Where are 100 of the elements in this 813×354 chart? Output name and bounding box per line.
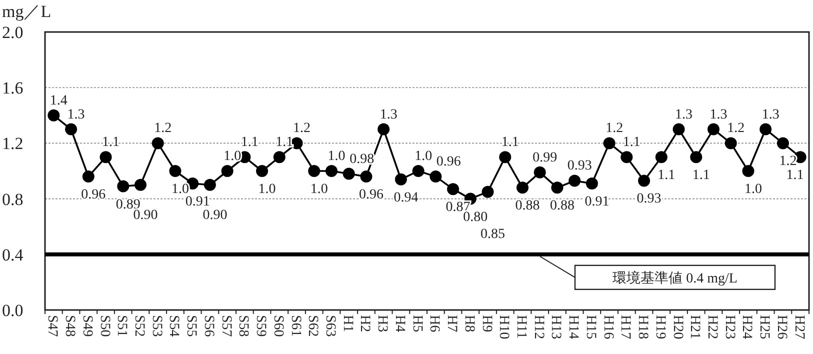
point bbox=[273, 151, 286, 164]
data-label: 1.1 bbox=[786, 168, 804, 184]
data-label: 1.1 bbox=[658, 168, 676, 184]
data-label: 1.3 bbox=[762, 107, 780, 122]
x-tick-label: H12 bbox=[530, 315, 546, 340]
point bbox=[760, 123, 772, 136]
x-tick-label: H17 bbox=[618, 315, 633, 340]
point bbox=[551, 182, 564, 194]
data-label: 0.96 bbox=[81, 188, 106, 203]
x-tick-label: S61 bbox=[288, 315, 303, 337]
x-tick-label: H20 bbox=[670, 315, 685, 340]
y-tick-label: 1.2 bbox=[2, 134, 24, 154]
x-tick-label: H7 bbox=[444, 315, 460, 332]
data-label: 1.3 bbox=[67, 107, 85, 122]
x-tick-label: H8 bbox=[461, 315, 476, 332]
data-label: 1.0 bbox=[328, 149, 346, 164]
x-tick-label: S60 bbox=[270, 315, 286, 337]
x-tick-label: H18 bbox=[635, 315, 650, 340]
point bbox=[708, 123, 720, 136]
ref-line-label: 環境基準値 0.4 mg/L bbox=[612, 270, 738, 286]
x-tick-label: S54 bbox=[166, 315, 182, 337]
point bbox=[308, 165, 320, 177]
data-label: 1.2 bbox=[293, 121, 311, 136]
point bbox=[100, 151, 112, 164]
point bbox=[65, 123, 78, 136]
x-tick-label: H3 bbox=[374, 315, 390, 332]
x-tick-label: S48 bbox=[62, 315, 78, 337]
x-tick-label: S57 bbox=[218, 315, 234, 337]
data-label: 1.3 bbox=[675, 107, 693, 122]
x-tick-label: H23 bbox=[722, 315, 737, 340]
data-label: 1.0 bbox=[171, 182, 189, 197]
point bbox=[48, 109, 60, 122]
data-label: 0.91 bbox=[185, 194, 210, 210]
point bbox=[534, 166, 546, 178]
y-tick-label: 0.8 bbox=[2, 190, 24, 209]
point bbox=[394, 173, 407, 186]
x-tick-label: H4 bbox=[392, 315, 407, 332]
data-label: 1.1 bbox=[240, 135, 258, 150]
x-tick-label: S50 bbox=[96, 315, 112, 337]
x-tick-label: H25 bbox=[756, 315, 772, 340]
data-label: 1.2 bbox=[154, 121, 172, 136]
point bbox=[690, 151, 702, 164]
point bbox=[672, 123, 685, 136]
point bbox=[724, 137, 737, 150]
data-label: 1.2 bbox=[606, 121, 624, 136]
x-tick-label: H6 bbox=[426, 315, 442, 332]
data-label: 1.1 bbox=[501, 135, 519, 150]
point bbox=[256, 165, 268, 177]
data-label: 0.85 bbox=[480, 226, 506, 242]
data-label: 1.1 bbox=[622, 135, 640, 150]
data-label: 0.91 bbox=[584, 194, 610, 210]
point bbox=[342, 168, 355, 180]
data-label: 1.0 bbox=[258, 182, 276, 197]
point bbox=[221, 165, 234, 177]
point bbox=[326, 165, 338, 177]
point bbox=[169, 165, 182, 177]
data-label: 1.0 bbox=[414, 149, 432, 164]
point bbox=[134, 178, 146, 191]
x-tick-label: H22 bbox=[704, 315, 720, 340]
point bbox=[430, 170, 442, 183]
x-tick-label: H14 bbox=[566, 315, 581, 340]
x-tick-label: H16 bbox=[600, 315, 616, 340]
data-label: 1.2 bbox=[727, 121, 745, 136]
x-tick-label: S58 bbox=[236, 315, 251, 337]
point bbox=[568, 174, 581, 187]
y-tick-label: 1.6 bbox=[2, 78, 24, 98]
point bbox=[742, 165, 754, 177]
point bbox=[638, 174, 650, 187]
data-label: 1.1 bbox=[692, 168, 710, 184]
x-tick-label: H24 bbox=[739, 315, 754, 340]
x-tick-label: H9 bbox=[478, 315, 494, 332]
x-tick-label: S62 bbox=[305, 315, 320, 337]
point bbox=[516, 182, 528, 194]
point bbox=[152, 137, 164, 150]
data-label: 1.4 bbox=[50, 93, 68, 108]
data-label: 0.94 bbox=[394, 190, 418, 206]
data-label: 1.0 bbox=[744, 182, 762, 197]
point bbox=[482, 186, 494, 198]
x-tick-label: H2 bbox=[357, 315, 372, 332]
x-tick-label: S51 bbox=[114, 315, 130, 337]
y-tick-label: 0.0 bbox=[2, 301, 24, 320]
point bbox=[117, 180, 130, 192]
x-tick-label: H26 bbox=[774, 315, 789, 340]
x-tick-label: H27 bbox=[791, 315, 806, 340]
data-label: 0.96 bbox=[358, 188, 384, 203]
point bbox=[360, 170, 372, 183]
x-tick-label: S63 bbox=[322, 315, 338, 337]
point bbox=[620, 151, 633, 164]
data-label: 1.2 bbox=[779, 154, 797, 170]
point bbox=[655, 151, 668, 164]
x-tick-label: H19 bbox=[652, 315, 668, 340]
point bbox=[586, 178, 598, 190]
x-tick-label: S59 bbox=[253, 315, 268, 337]
point bbox=[603, 137, 616, 150]
point bbox=[82, 170, 94, 183]
data-label: 1.1 bbox=[102, 135, 120, 150]
x-tick-label: S55 bbox=[184, 315, 199, 337]
x-tick-label: H15 bbox=[582, 315, 598, 340]
x-tick-label: H1 bbox=[340, 315, 355, 332]
x-tick-label: H10 bbox=[496, 315, 512, 340]
